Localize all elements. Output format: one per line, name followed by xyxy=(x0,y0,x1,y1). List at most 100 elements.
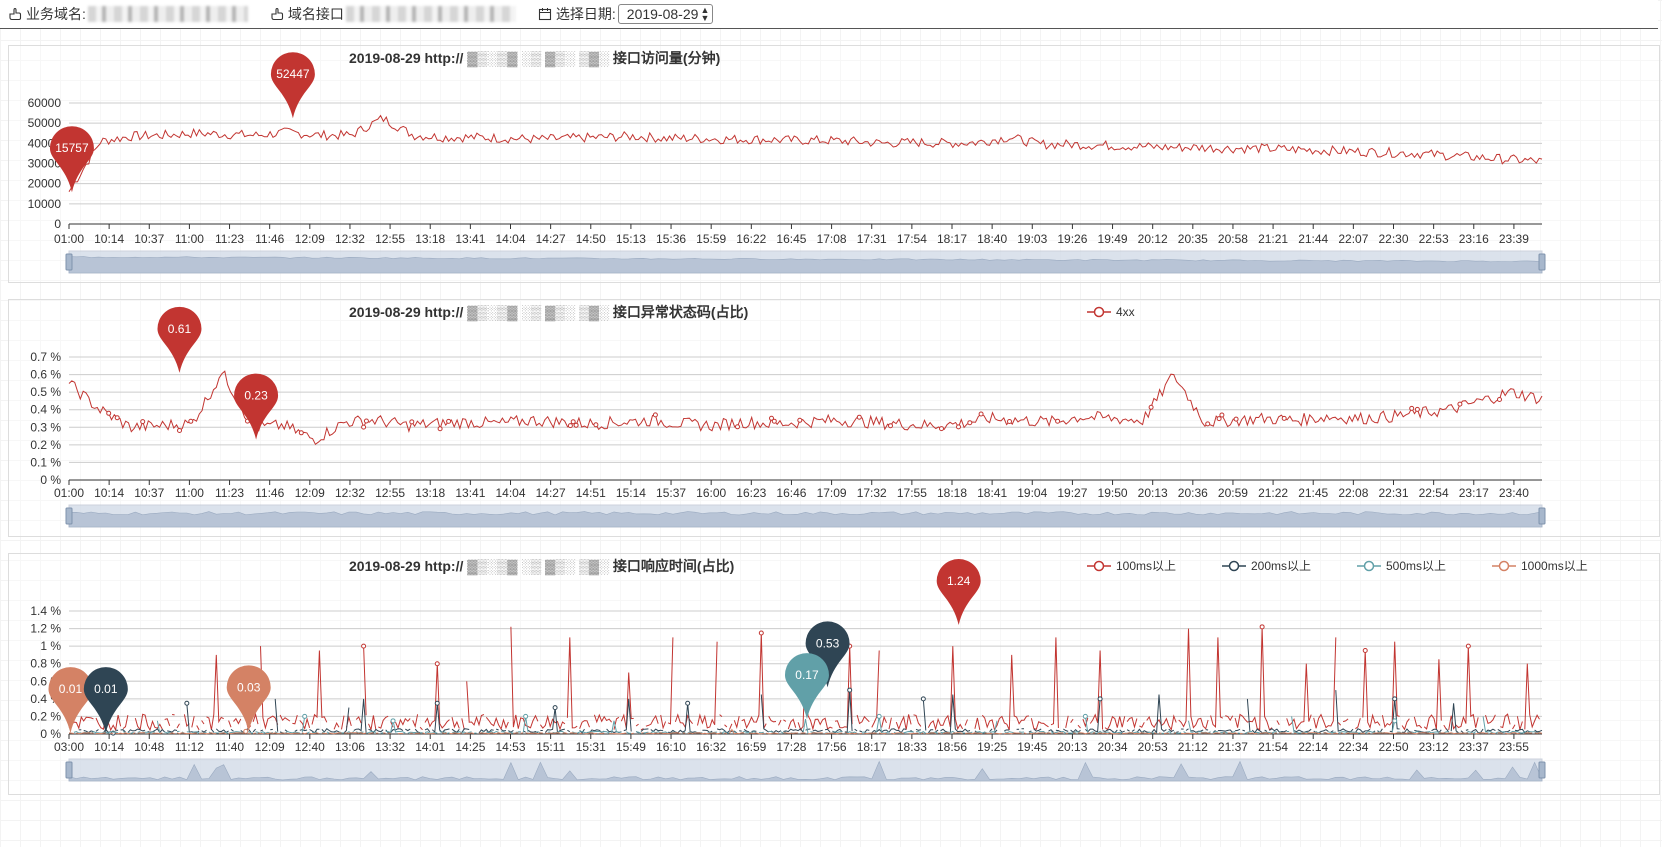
legend-item: 1000ms以上 xyxy=(1492,559,1588,573)
x-tick-label: 23:16 xyxy=(1459,232,1489,246)
data-point xyxy=(1097,696,1103,702)
x-tick-label: 20:53 xyxy=(1138,740,1168,754)
chart-title-suffix: 接口访问量(分钟) xyxy=(613,50,720,66)
zoom-slider[interactable] xyxy=(65,504,1546,528)
data-point xyxy=(1362,648,1368,654)
chart-title-prefix: 2019-08-29 http:// xyxy=(349,558,463,574)
zoom-slider-handle[interactable] xyxy=(1538,253,1546,271)
zoom-slider-handle[interactable] xyxy=(65,761,73,779)
x-tick-label: 23:39 xyxy=(1499,232,1529,246)
x-tick-label: 10:48 xyxy=(134,740,164,754)
x-tick-label: 16:45 xyxy=(776,232,806,246)
data-point xyxy=(967,420,973,426)
x-tick-label: 14:27 xyxy=(536,486,566,500)
y-tick-label: 0.5 % xyxy=(30,385,61,399)
date-input[interactable]: 2019-08-29 ▲ ▼ xyxy=(617,4,714,24)
y-tick-label: 0.7 % xyxy=(30,350,61,364)
y-tick-label: 0.6 % xyxy=(30,368,61,382)
data-point xyxy=(552,705,558,711)
x-tick-label: 14:53 xyxy=(495,740,525,754)
marker-pin-shape xyxy=(805,621,850,688)
status-code-chart: 2019-08-29 http:// ▓▒░▒▓ ░▒ ▓▒░ ▒▓░ 接口异常… xyxy=(30,304,1546,528)
data-point xyxy=(1409,405,1415,411)
legend-symbol xyxy=(1093,560,1105,572)
x-tick-label: 21:21 xyxy=(1258,232,1288,246)
marker-pin: 0.01 xyxy=(48,667,93,734)
y-tick-label: 60000 xyxy=(28,96,62,110)
zoom-slider-handle[interactable] xyxy=(65,507,73,525)
x-tick-label: 14:01 xyxy=(415,740,445,754)
zoom-slider[interactable] xyxy=(65,250,1546,274)
x-tick-label: 19:27 xyxy=(1057,486,1087,500)
y-tick-label: 0 xyxy=(54,217,61,231)
data-point xyxy=(1219,412,1225,418)
x-tick-label: 23:17 xyxy=(1459,486,1489,500)
x-tick-label: 15:49 xyxy=(616,740,646,754)
zoom-slider[interactable] xyxy=(65,758,1546,782)
data-point xyxy=(769,415,774,421)
marker-label: 0.01 xyxy=(94,682,118,696)
marker-label: 0.23 xyxy=(244,389,268,403)
legend-symbol xyxy=(1498,560,1510,572)
x-tick-label: 19:03 xyxy=(1017,232,1047,246)
legend-item: 500ms以上 xyxy=(1357,559,1446,573)
requests-chart: 2019-08-29 http:// ▓▒░▒▓ ░▒ ▓▒░ ▒▓░ 接口访问… xyxy=(28,50,1546,274)
data-point xyxy=(446,418,452,424)
x-tick-label: 10:14 xyxy=(94,740,124,754)
data-point xyxy=(1457,401,1463,407)
marker-pin: 0.17 xyxy=(784,653,829,720)
chart-title: 2019-08-29 http:// ▓▒░▒▓ ░▒ ▓▒░ ▒▓░ 接口访问… xyxy=(349,50,720,68)
x-tick-label: 19:04 xyxy=(1017,486,1047,500)
marker-pin: 0.53 xyxy=(805,621,850,688)
x-tick-label: 12:55 xyxy=(375,232,405,246)
data-point xyxy=(434,661,440,667)
x-tick-label: 20:59 xyxy=(1218,486,1248,500)
x-tick-label: 18:40 xyxy=(977,232,1007,246)
marker-pin-shape xyxy=(48,667,93,734)
data-point xyxy=(1465,643,1471,649)
data-point xyxy=(573,422,579,428)
x-tick-label: 20:13 xyxy=(1057,740,1087,754)
api-label: 域名接口 xyxy=(287,6,344,22)
y-tick-label: 50000 xyxy=(28,116,62,130)
series-line xyxy=(68,728,1543,735)
x-tick-label: 12:32 xyxy=(335,232,365,246)
x-tick-label: 22:07 xyxy=(1338,232,1368,246)
x-tick-label: 18:41 xyxy=(977,486,1007,500)
data-point xyxy=(114,415,120,421)
data-point xyxy=(243,728,249,734)
x-tick-label: 21:22 xyxy=(1258,486,1288,500)
x-tick-label: 22:08 xyxy=(1338,486,1368,500)
zoom-slider-handle[interactable] xyxy=(1538,507,1546,525)
x-tick-label: 12:09 xyxy=(295,486,325,500)
marker-pin-shape xyxy=(234,373,279,440)
marker-pin-shape xyxy=(226,665,271,732)
zoom-slider-handle[interactable] xyxy=(1538,761,1546,779)
x-tick-label: 11:40 xyxy=(215,740,244,754)
data-point xyxy=(434,700,440,706)
x-tick-label: 16:59 xyxy=(736,740,766,754)
x-tick-label: 13:06 xyxy=(335,740,365,754)
x-tick-label: 19:45 xyxy=(1017,740,1047,754)
y-tick-label: 0.8 % xyxy=(30,657,61,671)
data-point xyxy=(1055,418,1061,424)
data-point xyxy=(390,718,396,724)
x-tick-label: 14:27 xyxy=(536,232,566,246)
data-point xyxy=(1497,397,1502,402)
api-value-redacted[interactable] xyxy=(345,6,516,22)
zoom-slider-handle[interactable] xyxy=(65,253,73,271)
marker-label: 52447 xyxy=(276,67,310,81)
x-tick-label: 21:12 xyxy=(1178,740,1208,754)
domain-value-redacted[interactable] xyxy=(87,6,248,22)
api-filter[interactable]: 域名接口 xyxy=(270,4,516,24)
x-tick-label: 21:45 xyxy=(1298,486,1328,500)
x-tick-label: 17:28 xyxy=(776,740,806,754)
x-tick-label: 01:00 xyxy=(54,232,84,246)
x-tick-label: 11:46 xyxy=(255,486,284,500)
x-tick-label: 17:54 xyxy=(897,232,927,246)
domain-filter[interactable]: 业务域名: xyxy=(8,4,248,24)
x-tick-label: 16:23 xyxy=(736,486,766,500)
data-point xyxy=(685,700,691,706)
spinner-icon[interactable]: ▲ ▼ xyxy=(700,5,710,23)
x-tick-label: 16:32 xyxy=(696,740,726,754)
